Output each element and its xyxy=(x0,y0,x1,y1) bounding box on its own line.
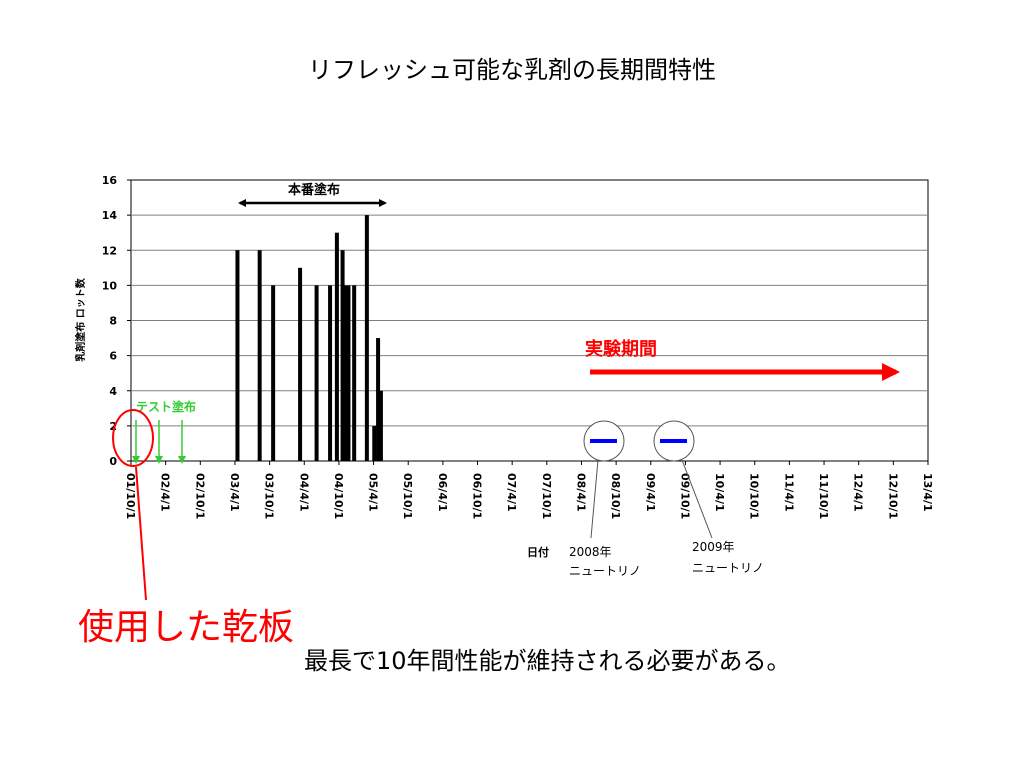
used-plate-annotation xyxy=(112,409,154,601)
y-tick-label: 2 xyxy=(109,420,117,433)
neutrino-2008-label: ニュートリノ xyxy=(569,564,641,578)
neutrino-2009-marker: 2009年 ニュートリノ xyxy=(653,420,764,575)
bar xyxy=(342,285,347,461)
test-coating-label: テスト塗布 xyxy=(136,399,196,414)
x-tick-label: 03/4/1 xyxy=(228,473,241,512)
x-axis-ticks: 01/10/1 02/4/1 02/10/1 03/4/1 03/10/1 04/4/1 0… xyxy=(124,461,934,519)
bar xyxy=(334,232,339,461)
y-tick-label: 16 xyxy=(102,174,118,187)
bar xyxy=(314,285,319,461)
neutrino-2009-label: ニュートリノ xyxy=(692,561,764,575)
grid-lines xyxy=(131,214,928,427)
y-tick-label: 8 xyxy=(109,315,117,328)
y-tick-label: 14 xyxy=(102,209,118,222)
neutrino-2009-year: 2009年 xyxy=(692,540,735,554)
x-tick-label: 12/10/1 xyxy=(886,473,899,519)
x-tick-label: 10/10/1 xyxy=(748,473,761,519)
conclusion-text: 最長で10年間性能が維持される必要がある。 xyxy=(304,647,791,675)
x-tick-label: 04/10/1 xyxy=(332,473,345,519)
x-tick-label: 11/10/1 xyxy=(817,473,830,519)
x-tick-label: 09/4/1 xyxy=(644,473,657,512)
bar xyxy=(376,338,381,461)
x-tick-label: 08/10/1 xyxy=(609,473,622,519)
x-tick-label: 04/4/1 xyxy=(297,473,310,512)
neutrino-2008-marker: 2008年 ニュートリノ xyxy=(569,420,641,578)
bar xyxy=(378,390,383,461)
experiment-period-annotation: 実験期間 xyxy=(585,338,900,381)
x-tick-label: 10/4/1 xyxy=(713,473,726,512)
y-axis-label: 乳剤塗布 ロット数 xyxy=(74,277,87,361)
x-tick-label: 07/10/1 xyxy=(540,473,553,519)
y-tick-label: 10 xyxy=(102,279,118,292)
bar xyxy=(364,215,369,461)
x-tick-label: 02/4/1 xyxy=(159,473,172,512)
bar xyxy=(346,285,351,461)
y-tick-label: 0 xyxy=(109,455,117,468)
x-tick-label: 06/4/1 xyxy=(436,473,449,512)
experiment-period-label: 実験期間 xyxy=(585,338,657,360)
x-tick-label: 01/10/1 xyxy=(124,473,137,519)
x-tick-label: 11/4/1 xyxy=(782,473,795,512)
y-tick-label: 6 xyxy=(109,350,117,363)
bar xyxy=(257,250,262,461)
y-tick-label: 4 xyxy=(109,385,117,398)
x-tick-label: 09/10/1 xyxy=(678,473,691,519)
x-axis-label: 日付 xyxy=(527,545,549,559)
bar xyxy=(352,285,357,461)
x-tick-label: 06/10/1 xyxy=(471,473,484,519)
bar xyxy=(235,250,240,461)
x-tick-label: 02/10/1 xyxy=(193,473,206,519)
production-period-label: 本番塗布 xyxy=(288,182,340,198)
bar-series xyxy=(235,215,383,461)
bar xyxy=(328,285,333,461)
bar xyxy=(271,285,276,461)
bar xyxy=(372,425,377,461)
x-tick-label: 03/10/1 xyxy=(263,473,276,519)
x-tick-label: 12/4/1 xyxy=(852,473,865,512)
y-axis-ticks: 0 2 4 6 8 10 12 14 16 xyxy=(102,174,131,468)
x-tick-label: 13/4/1 xyxy=(921,473,934,512)
x-tick-label: 05/4/1 xyxy=(367,473,380,512)
bar xyxy=(298,267,303,461)
x-tick-label: 07/4/1 xyxy=(505,473,518,512)
bar xyxy=(340,250,345,461)
x-tick-label: 08/4/1 xyxy=(574,473,587,512)
x-tick-label: 05/10/1 xyxy=(401,473,414,519)
neutrino-2008-year: 2008年 xyxy=(569,545,612,559)
page-title: リフレッシュ可能な乳剤の長期間特性 xyxy=(308,56,716,84)
y-tick-label: 12 xyxy=(102,244,117,257)
test-coating-annotation: テスト塗布 xyxy=(132,399,196,464)
used-plate-caption: 使用した乾板 xyxy=(78,607,295,648)
production-period-annotation: 本番塗布 xyxy=(238,182,387,207)
